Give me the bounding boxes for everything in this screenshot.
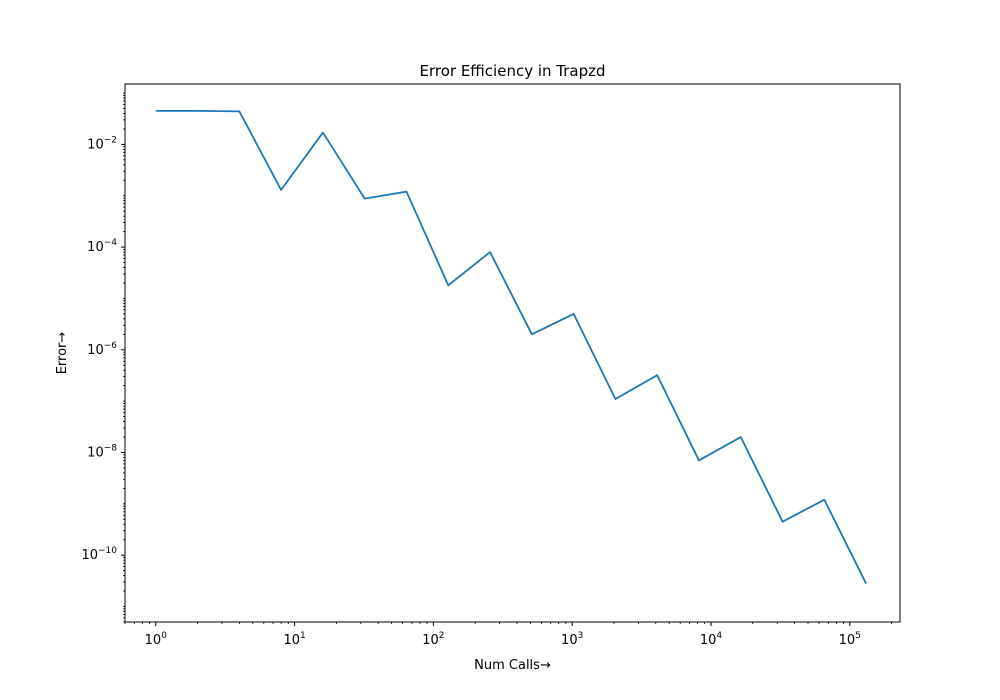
x-tick-label: 103: [561, 631, 583, 648]
chart-title: Error Efficiency in Trapzd: [419, 62, 605, 80]
x-tick-label: 105: [839, 631, 861, 648]
y-tick-label: 10−2: [87, 135, 117, 152]
plot-area: [155, 109, 867, 584]
x-tick-label: 101: [283, 631, 305, 648]
series-line: [155, 109, 867, 584]
x-tick-label: 104: [700, 631, 723, 648]
x-tick-label: 102: [422, 631, 444, 648]
y-tick-label: 10−6: [87, 341, 117, 358]
axes-frame: [124, 83, 901, 623]
x-tick-label: 100: [145, 631, 168, 648]
y-axis: 10−10 10−8 10−6 10−4 10−2: [81, 92, 125, 623]
x-axis: 100 101 102 103 104 105: [124, 622, 892, 648]
x-axis-label: Num Calls→: [474, 658, 551, 673]
y-axis-label: Error→: [55, 332, 70, 375]
y-tick-label: 10−8: [87, 443, 117, 460]
y-tick-label: 10−10: [81, 546, 117, 563]
y-tick-label: 10−4: [87, 238, 117, 255]
